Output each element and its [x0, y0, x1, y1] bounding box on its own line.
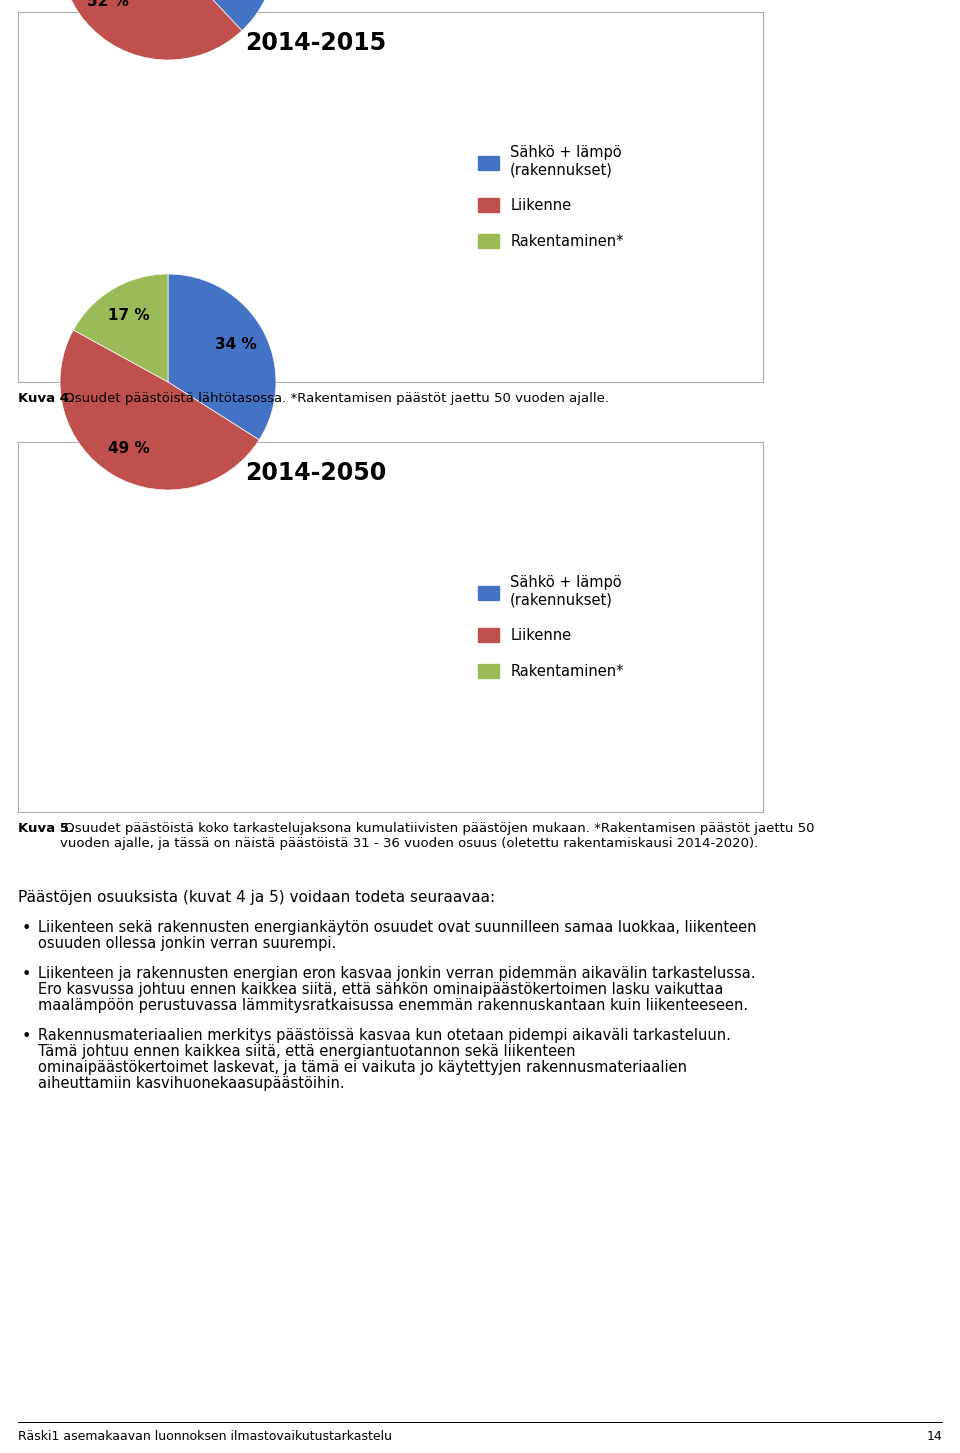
Text: aiheuttamiin kasvihuonekaasupäästöihin.: aiheuttamiin kasvihuonekaasupäästöihin. [38, 1077, 345, 1091]
Legend: Sähkö + lämpö
(rakennukset), Liikenne, Rakentaminen*: Sähkö + lämpö (rakennukset), Liikenne, R… [472, 139, 630, 254]
Text: maalämpöön perustuvassa lämmitysratkaisussa enemmän rakennuskantaan kuin liikent: maalämpöön perustuvassa lämmitysratkaisu… [38, 998, 748, 1013]
Text: Osuudet päästöistä lähtötasossa. *Rakentamisen päästöt jaettu 50 vuoden ajalle.: Osuudet päästöistä lähtötasossa. *Rakent… [60, 392, 609, 405]
Text: •: • [22, 1029, 32, 1045]
Legend: Sähkö + lämpö
(rakennukset), Liikenne, Rakentaminen*: Sähkö + lämpö (rakennukset), Liikenne, R… [472, 570, 630, 684]
Text: Räski1 asemakaavan luonnoksen ilmastovaikutustarkastelu: Räski1 asemakaavan luonnoksen ilmastovai… [18, 1430, 392, 1443]
Text: Osuudet päästöistä koko tarkastelujaksona kumulatiivisten päästöjen mukaan. *Rak: Osuudet päästöistä koko tarkastelujakson… [60, 822, 814, 850]
Text: 14: 14 [926, 1430, 942, 1443]
Text: 17 %: 17 % [108, 308, 149, 323]
Text: 49 %: 49 % [108, 442, 150, 456]
Wedge shape [73, 275, 168, 382]
Text: •: • [22, 921, 32, 936]
Text: 52 %: 52 % [87, 0, 129, 9]
Text: •: • [22, 968, 32, 982]
Text: 34 %: 34 % [215, 337, 257, 352]
Text: Kuva 5.: Kuva 5. [18, 822, 74, 835]
Wedge shape [168, 275, 276, 440]
Text: Liikenteen ja rakennusten energian eron kasvaa jonkin verran pidemmän aikavälin : Liikenteen ja rakennusten energian eron … [38, 966, 756, 981]
Text: Ero kasvussa johtuu ennen kaikkea siitä, että sähkön ominaipäästökertoimen lasku: Ero kasvussa johtuu ennen kaikkea siitä,… [38, 982, 724, 997]
Text: 2014-2050: 2014-2050 [246, 461, 387, 484]
Text: Kuva 4.: Kuva 4. [18, 392, 74, 405]
Text: Rakennusmateriaalien merkitys päästöissä kasvaa kun otetaan pidempi aikaväli tar: Rakennusmateriaalien merkitys päästöissä… [38, 1029, 731, 1043]
Text: 2014-2015: 2014-2015 [246, 31, 387, 55]
Text: osuuden ollessa jonkin verran suurempi.: osuuden ollessa jonkin verran suurempi. [38, 936, 336, 952]
Text: ominaipäästökertoimet laskevat, ja tämä ei vaikuta jo käytettyjen rakennusmateri: ominaipäästökertoimet laskevat, ja tämä … [38, 1061, 687, 1075]
Text: Päästöjen osuuksista (kuvat 4 ja 5) voidaan todeta seuraavaa:: Päästöjen osuuksista (kuvat 4 ja 5) void… [18, 891, 495, 905]
Text: Tämä johtuu ennen kaikkea siitä, että energiantuotannon sekä liikenteen: Tämä johtuu ennen kaikkea siitä, että en… [38, 1045, 575, 1059]
Wedge shape [168, 0, 276, 31]
Wedge shape [60, 330, 259, 490]
Text: Liikenteen sekä rakennusten energiankäytön osuudet ovat suunnilleen samaa luokka: Liikenteen sekä rakennusten energiankäyt… [38, 920, 756, 934]
Wedge shape [60, 0, 242, 60]
